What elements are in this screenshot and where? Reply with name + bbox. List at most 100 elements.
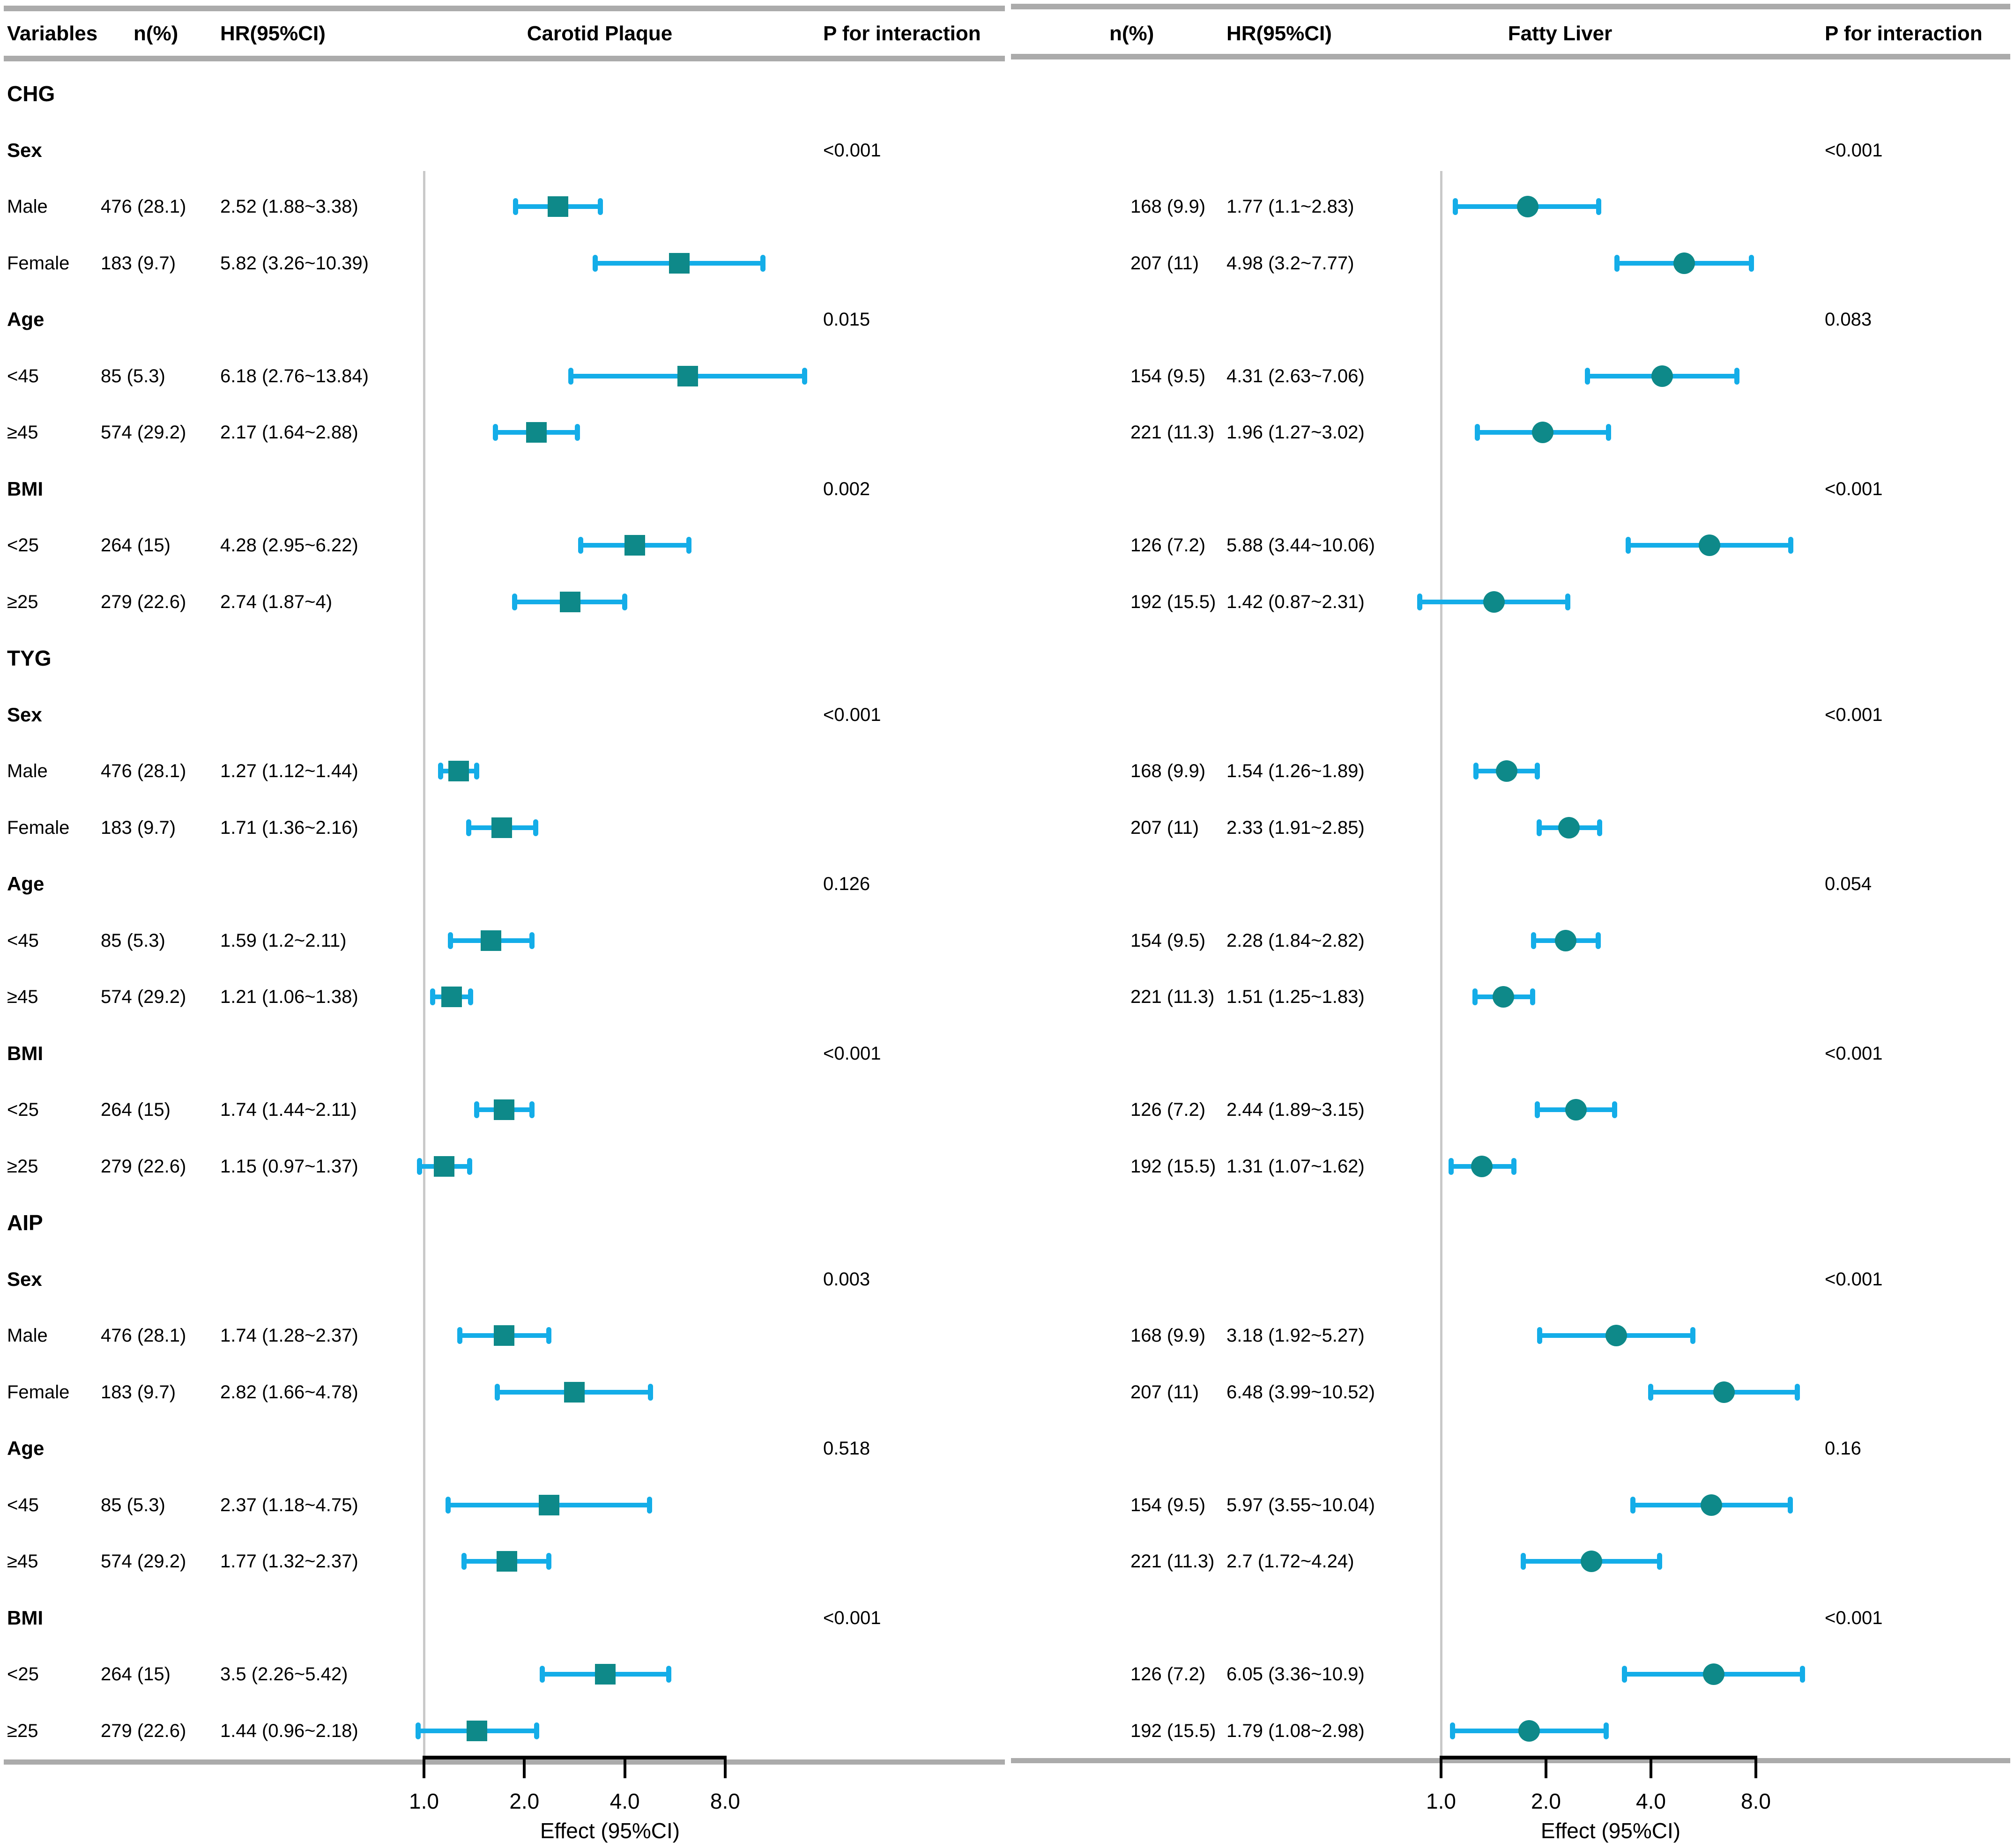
ci-cap-right <box>648 1383 654 1401</box>
hr-marker-square <box>669 252 690 274</box>
hr-marker-square <box>494 1099 515 1120</box>
col-header-variables: Variables <box>7 22 98 45</box>
n-carotid: 476 (28.1) <box>101 1325 186 1346</box>
n-fatty: 168 (9.9) <box>1130 761 1206 781</box>
ci-cap-right <box>533 819 538 836</box>
hr-ci-carotid: 1.21 (1.06~1.38) <box>220 987 358 1007</box>
p-interaction-carotid: <0.001 <box>823 1043 881 1064</box>
p-interaction-fatty: 0.054 <box>1825 874 1872 894</box>
row-label: ≥25 <box>7 591 38 612</box>
ci-cap-left <box>447 932 453 949</box>
hr-marker-circle <box>1555 929 1577 951</box>
ci-cap-left <box>1537 1327 1543 1344</box>
row-label: Male <box>7 1325 48 1346</box>
hr-ci-carotid: 1.71 (1.36~2.16) <box>220 817 358 838</box>
n-fatty: 221 (11.3) <box>1130 1551 1215 1572</box>
hr-marker-circle <box>1532 422 1554 443</box>
hr-ci-fatty: 4.31 (2.63~7.06) <box>1226 365 1365 386</box>
p-interaction-carotid: <0.001 <box>823 140 881 161</box>
hr-marker-circle <box>1495 760 1517 782</box>
section-header: CHG <box>7 82 55 106</box>
hr-marker-square <box>481 930 502 951</box>
n-fatty: 168 (9.9) <box>1130 196 1206 217</box>
n-fatty: 192 (15.5) <box>1130 1156 1216 1177</box>
ci-cap-right <box>1535 763 1540 779</box>
n-carotid: 279 (22.6) <box>101 591 186 612</box>
ci-cap-right <box>529 932 535 949</box>
ci-cap-left <box>474 1101 480 1118</box>
hr-ci-carotid: 1.44 (0.96~2.18) <box>220 1720 358 1741</box>
p-interaction-fatty: <0.001 <box>1825 478 1883 499</box>
row-label: Female <box>7 252 70 274</box>
ci-cap-left <box>1453 198 1458 215</box>
hr-marker-square <box>448 761 469 781</box>
subgroup-label: Age <box>7 1437 45 1459</box>
ci-cap-right <box>1605 424 1611 441</box>
ci-cap-right <box>1787 1496 1793 1514</box>
ci-cap-left <box>1531 932 1536 949</box>
p-interaction-fatty: <0.001 <box>1825 1043 1883 1064</box>
col-header-p-fatty: P for interaction <box>1825 22 1983 45</box>
ci-cap-left <box>461 1553 467 1570</box>
ci-cap-left <box>1535 1101 1540 1118</box>
row-label: <45 <box>7 930 39 951</box>
ci-cap-right <box>1596 198 1601 215</box>
header-rule-right <box>1011 54 2010 59</box>
n-carotid: 574 (29.2) <box>101 422 186 443</box>
x-axis-tick-label: 2.0 <box>509 1789 540 1813</box>
n-carotid: 85 (5.3) <box>101 365 165 386</box>
hr-marker-circle <box>1471 1155 1493 1177</box>
ci-cap-right <box>529 1101 535 1118</box>
ci-cap-right <box>802 367 807 385</box>
x-axis-tick <box>1545 1759 1547 1778</box>
x-axis-line <box>1440 1756 1757 1759</box>
n-carotid: 85 (5.3) <box>101 1494 165 1515</box>
p-interaction-fatty: 0.083 <box>1825 309 1872 330</box>
ci-cap-right <box>574 424 580 441</box>
ci-cap-left <box>578 537 583 554</box>
n-carotid: 264 (15) <box>101 1664 171 1685</box>
bottom-rule-left <box>4 1759 1005 1765</box>
row-label: <25 <box>7 1664 39 1685</box>
hr-marker-square <box>434 1156 455 1177</box>
ci-cap-left <box>1648 1383 1653 1401</box>
hr-marker-circle <box>1673 252 1695 274</box>
x-axis-tick-label: 2.0 <box>1531 1789 1561 1813</box>
n-fatty: 168 (9.9) <box>1130 1325 1206 1346</box>
ci-cap-left <box>592 254 598 272</box>
x-axis-tick-label: 1.0 <box>409 1789 439 1813</box>
p-interaction-fatty: 0.16 <box>1825 1438 1861 1459</box>
n-fatty: 126 (7.2) <box>1130 1664 1206 1685</box>
ci-cap-right <box>1749 254 1754 272</box>
hr-ci-fatty: 6.05 (3.36~10.9) <box>1226 1664 1365 1685</box>
hr-marker-circle <box>1698 534 1720 556</box>
hr-marker-circle <box>1516 196 1538 217</box>
hr-marker-circle <box>1518 1720 1540 1742</box>
hr-marker-circle <box>1702 1663 1724 1685</box>
hr-ci-carotid: 2.37 (1.18~4.75) <box>220 1494 358 1515</box>
ci-cap-left <box>1584 367 1590 385</box>
p-interaction-fatty: <0.001 <box>1825 1269 1883 1290</box>
ci-cap-left <box>539 1666 545 1683</box>
n-fatty: 154 (9.5) <box>1130 930 1206 951</box>
hr-marker-circle <box>1558 816 1580 839</box>
hr-ci-fatty: 1.31 (1.07~1.62) <box>1226 1156 1365 1177</box>
ci-cap-right <box>622 593 628 610</box>
ci-cap-left <box>445 1496 451 1514</box>
col-header-fatty-liver: Fatty Liver <box>1508 22 1613 45</box>
reference-line-carotid <box>423 171 425 1759</box>
ci-cap-right <box>1690 1327 1695 1344</box>
ci-cap-left <box>417 1158 423 1175</box>
x-axis-tick-label: 1.0 <box>1426 1789 1456 1813</box>
row-label: Female <box>7 817 70 838</box>
axis-title-carotid: Effect (95%CI) <box>540 1818 680 1843</box>
ci-cap-left <box>438 763 443 779</box>
x-axis-tick <box>1440 1759 1442 1778</box>
n-carotid: 279 (22.6) <box>101 1156 186 1177</box>
p-interaction-carotid: 0.518 <box>823 1438 870 1459</box>
x-axis-tick-label: 8.0 <box>1741 1789 1771 1813</box>
n-fatty: 221 (11.3) <box>1130 987 1215 1007</box>
n-carotid: 279 (22.6) <box>101 1720 186 1741</box>
ci-cap-right <box>474 763 480 779</box>
